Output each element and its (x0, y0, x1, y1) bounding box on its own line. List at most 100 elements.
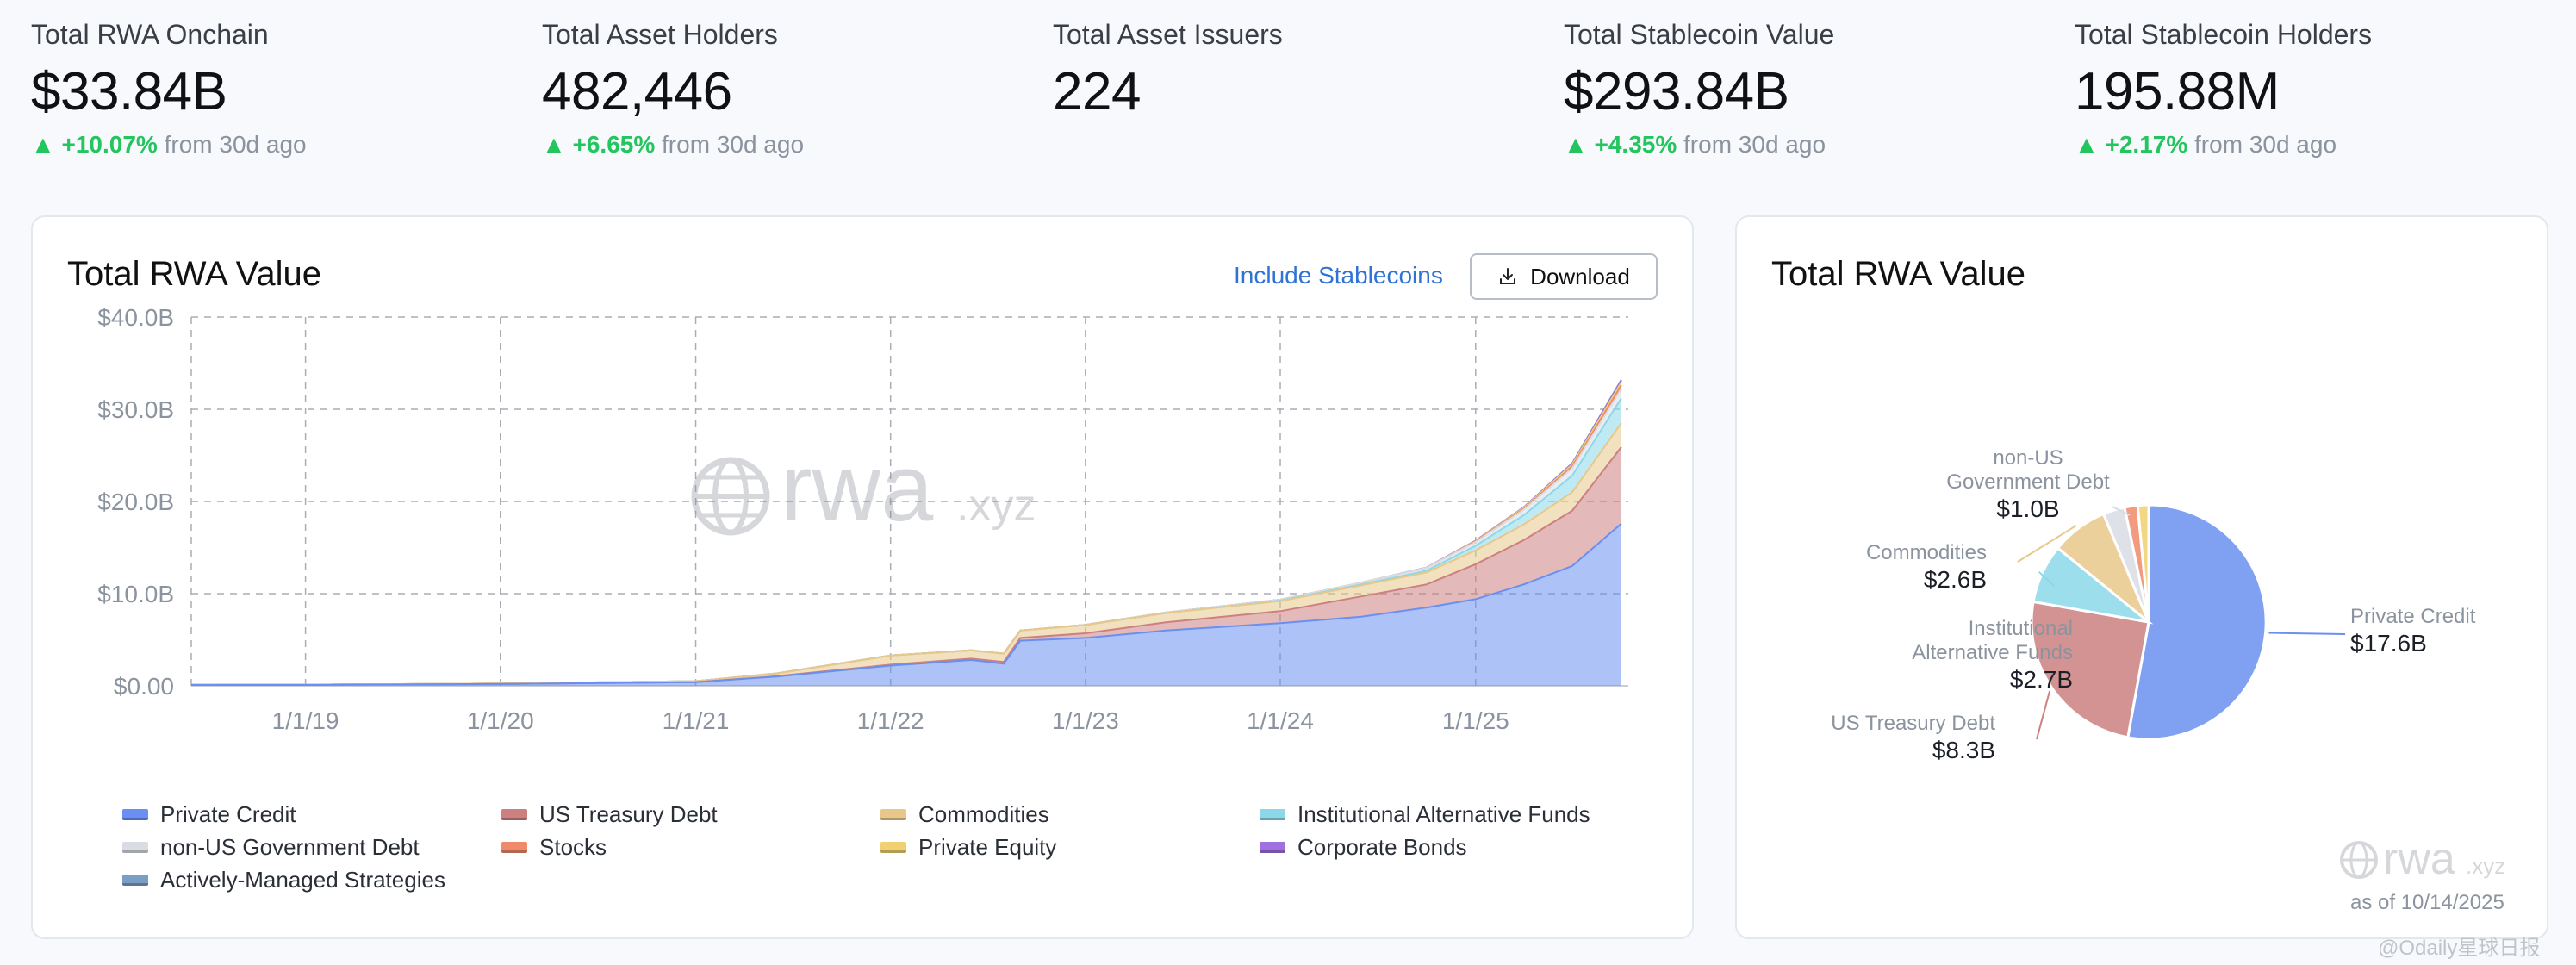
legend-item-commodities[interactable]: Commodities (880, 801, 1049, 828)
area-series-group (190, 379, 1622, 686)
legend-label: Institutional Alternative Funds (1297, 801, 1590, 827)
pie-label-us-treasury: US Treasury Debt $8.3B (1789, 712, 1995, 765)
download-label: Download (1530, 263, 1630, 290)
area-chart: $0.00 $10.0B $20.0B $30.0B $40.0B 1/1/19 1/1/2… (97, 304, 1628, 734)
legend-swatch (501, 842, 527, 853)
up-arrow-icon: ▲ (2075, 131, 2099, 158)
rwa-watermark: rwa .xyz (691, 435, 1036, 541)
legend-label: non-US Government Debt (160, 834, 420, 860)
change-period: from 30d ago (164, 131, 307, 158)
change-period: from 30d ago (1683, 131, 1826, 158)
legend-item-non-us-government-debt[interactable]: non-US Government Debt (122, 834, 420, 861)
stat-change: ▲ +4.35% from 30d ago (1564, 131, 1834, 159)
y-tick-label: $20.0B (97, 489, 174, 515)
change-percent: +2.17% (2105, 131, 2188, 158)
x-tick-label: 1/1/22 (857, 707, 924, 734)
legend-item-us-treasury-debt[interactable]: US Treasury Debt (501, 801, 718, 828)
legend-swatch (1260, 809, 1285, 820)
legend-label: Commodities (918, 801, 1049, 827)
pie-leader-line (2112, 506, 2131, 516)
pie-label-private-credit: Private Credit $17.6B (2350, 605, 2540, 658)
slice-name: US Treasury Debt (1831, 712, 1995, 735)
change-percent: +10.07% (61, 131, 158, 158)
stat-value: 195.88M (2075, 62, 2280, 121)
stat-stablecoin-holders: Total Stablecoin Holders 195.88M ▲ +2.17… (2075, 19, 2372, 159)
area-series-private-credit (191, 523, 1621, 686)
pie-chart-card: Total RWA Value non-US Government Debt $1… (1735, 215, 2548, 939)
stat-total-rwa: Total RWA Onchain $33.84B ▲ +10.07% from… (31, 19, 307, 159)
download-button[interactable]: Download (1470, 253, 1658, 300)
stat-label: Total RWA Onchain (31, 19, 269, 50)
rwa-logo-small: rwa .xyz (2340, 834, 2505, 884)
y-tick-label: $40.0B (97, 304, 174, 331)
slice-name: Commodities (1865, 541, 1987, 564)
stat-label: Total Stablecoin Value (1564, 19, 1835, 50)
legend-item-stocks[interactable]: Stocks (501, 834, 607, 861)
stat-change: ▲ +6.65% from 30d ago (542, 131, 804, 159)
legend-swatch (501, 809, 527, 820)
slice-value: $8.3B (1932, 737, 1995, 763)
slice-name: non-US Government Debt (1946, 446, 2110, 494)
footer-credit: @Odaily星球日报 (2378, 937, 2541, 960)
stat-stablecoin-value: Total Stablecoin Value $293.84B ▲ +4.35%… (1564, 19, 1834, 159)
stat-label: Total Asset Holders (542, 19, 778, 50)
pie-leader-line (2038, 570, 2055, 587)
pie-slice-private-credit[interactable] (2126, 503, 2268, 741)
slice-value: $2.7B (2009, 666, 2073, 693)
pie-leader-line (2036, 690, 2051, 740)
legend-item-private-credit[interactable]: Private Credit (122, 801, 296, 828)
stat-asset-holders: Total Asset Holders 482,446 ▲ +6.65% fro… (542, 19, 804, 159)
pie-leader-line (2268, 632, 2346, 635)
area-chart-card: Total RWA Value Include Stablecoins Down… (31, 215, 1694, 939)
legend-swatch (880, 809, 906, 820)
legend-swatch (122, 875, 148, 886)
legend-item-actively-managed-strategies[interactable]: Actively-Managed Strategies (122, 867, 445, 893)
legend-label: Stocks (539, 834, 607, 860)
slice-value: $2.6B (1923, 566, 1987, 593)
legend-swatch (1260, 842, 1285, 853)
x-tick-label: 1/1/21 (663, 707, 730, 734)
pie-chart-title: Total RWA Value (1771, 255, 2025, 293)
grid: $0.00 $10.0B $20.0B $30.0B $40.0B 1/1/19 1/1/2… (97, 304, 1628, 734)
slice-value: $1.0B (1996, 495, 2060, 522)
x-tick-label: 1/1/23 (1052, 707, 1119, 734)
stat-value: $33.84B (31, 62, 227, 121)
change-percent: +6.65% (572, 131, 656, 158)
logo-suffix: .xyz (2466, 853, 2505, 879)
legend-label: Private Equity (918, 834, 1057, 860)
slice-name: Institutional Alternative Funds (1912, 617, 2073, 664)
area-series-line-private-credit (191, 522, 1622, 686)
legend-item-corporate-bonds[interactable]: Corporate Bonds (1260, 834, 1467, 861)
area-series-line-commodities (190, 422, 1622, 686)
pie-leader-line (2017, 524, 2077, 563)
pie-label-institutional: Institutional Alternative Funds $2.7B (1875, 617, 2073, 694)
download-icon (1500, 268, 1516, 284)
legend-item-institutional-alternative-funds[interactable]: Institutional Alternative Funds (1260, 801, 1590, 828)
pie-label-non-us-gov: non-US Government Debt $1.0B (1925, 446, 2131, 524)
up-arrow-icon: ▲ (31, 131, 55, 158)
change-period: from 30d ago (2194, 131, 2337, 158)
stat-label: Total Stablecoin Holders (2075, 19, 2373, 50)
x-tick-label: 1/1/19 (272, 707, 339, 734)
x-tick-label: 1/1/20 (467, 707, 534, 734)
as-of-date: as of 10/14/2025 (2350, 891, 2504, 914)
legend-item-private-equity[interactable]: Private Equity (880, 834, 1056, 861)
pie-chart (2017, 503, 2346, 741)
pie-slice-private-equity[interactable] (2136, 503, 2150, 623)
legend-label: Corporate Bonds (1297, 834, 1467, 860)
stat-label: Total Asset Issuers (1053, 19, 1283, 50)
pie-slice-us-treasury-debt[interactable] (2030, 600, 2150, 739)
up-arrow-icon: ▲ (1564, 131, 1588, 158)
include-stablecoins-link[interactable]: Include Stablecoins (1234, 262, 1443, 289)
change-percent: +4.35% (1594, 131, 1677, 158)
y-tick-label: $30.0B (97, 396, 174, 423)
stat-change: ▲ +10.07% from 30d ago (31, 131, 307, 159)
up-arrow-icon: ▲ (542, 131, 566, 158)
x-tick-label: 1/1/25 (1442, 707, 1509, 734)
y-tick-label: $10.0B (97, 581, 174, 607)
slice-name: Private Credit (2350, 605, 2476, 628)
stat-value: 482,446 (542, 62, 732, 121)
legend-label: Private Credit (160, 801, 296, 827)
x-tick-label: 1/1/24 (1247, 707, 1314, 734)
legend-label: Actively-Managed Strategies (160, 867, 445, 893)
